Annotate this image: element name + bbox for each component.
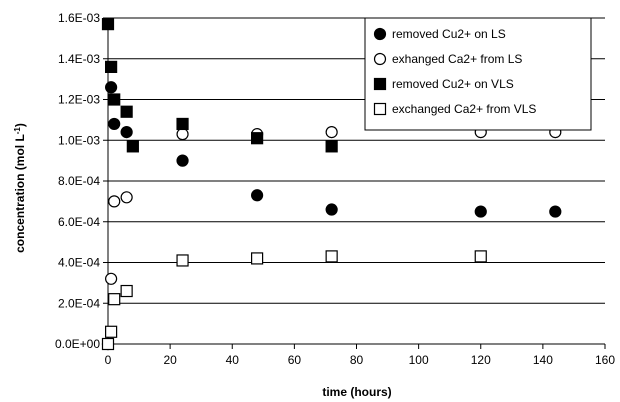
series-4-point-6 <box>325 250 338 263</box>
series-4-point-1 <box>105 325 118 338</box>
x-tick-label-7: 140 <box>533 353 553 367</box>
legend-label-4: exchanged Ca2+ from VLS <box>392 102 536 116</box>
y-axis-title-close: ) <box>13 123 27 127</box>
series-4-point-2 <box>108 293 121 306</box>
series-3-point-2 <box>108 93 121 106</box>
legend-items: removed Cu2+ on LS exhanged Ca2+ from LS r… <box>373 27 536 116</box>
legend-label-3: removed Cu2+ on VLS <box>392 77 514 91</box>
series-1-point-6 <box>325 203 338 216</box>
series-4-point-4 <box>176 254 189 267</box>
series-1-point-8 <box>549 205 562 218</box>
y-ticks: 0.0E+00 2.0E-04 4.0E-04 6.0E-04 8.0E-04 1.0E-… <box>55 11 108 351</box>
legend-label-2: exhanged Ca2+ from LS <box>392 52 522 66</box>
series-1-point-3 <box>120 126 133 139</box>
y-tick-label-5: 1.0E-03 <box>58 133 100 147</box>
x-tick-label-5: 100 <box>409 353 429 367</box>
series-2-point-6 <box>325 126 338 139</box>
y-axis-title-sup: -1 <box>13 127 22 135</box>
series-1-point-7 <box>474 205 487 218</box>
x-tick-label-0: 0 <box>105 353 112 367</box>
legend-label-1: removed Cu2+ on LS <box>392 27 506 41</box>
series-1-point-4 <box>176 154 189 167</box>
series-2-point-3 <box>120 191 133 204</box>
series-1-point-2 <box>108 117 121 131</box>
series-3-point-3 <box>120 105 133 118</box>
series-2-point-4 <box>176 128 189 141</box>
legend-marker-1 <box>373 27 387 41</box>
series-4-point-3 <box>120 284 133 298</box>
y-tick-label-4: 8.0E-04 <box>58 174 100 188</box>
legend-marker-2 <box>373 52 387 66</box>
legend-marker-4 <box>373 102 387 116</box>
series-3-point-0 <box>101 18 115 31</box>
series-3-point-1 <box>105 60 118 74</box>
x-tick-label-3: 60 <box>288 353 302 367</box>
series-4-point-0 <box>101 337 115 351</box>
y-tick-label-2: 4.0E-04 <box>58 256 100 270</box>
series-1-point-5 <box>251 189 264 202</box>
y-tick-label-8: 1.6E-03 <box>58 11 100 25</box>
legend-box <box>364 17 592 131</box>
series-3-point-4 <box>126 140 139 153</box>
series-2-point-2 <box>108 195 121 208</box>
series-4-point-5 <box>251 252 264 265</box>
series-4-point-7 <box>474 250 487 263</box>
x-tick-label-2: 40 <box>226 353 240 367</box>
series-2-point-1 <box>105 272 118 285</box>
series-3-point-7 <box>325 140 338 153</box>
y-tick-label-6: 1.2E-03 <box>58 93 100 107</box>
x-ticks: 0 20 40 60 80 100 120 140 160 <box>105 344 615 367</box>
legend-marker-3 <box>373 77 387 91</box>
y-axis-title: concentration (mol L-1) <box>13 123 27 253</box>
series-4 <box>101 250 487 351</box>
series-3 <box>101 18 338 153</box>
series-3-point-5 <box>176 117 189 131</box>
x-tick-label-8: 160 <box>595 353 615 367</box>
y-tick-label-0: 0.0E+00 <box>55 337 100 351</box>
series-1-point-1 <box>105 81 118 94</box>
y-tick-label-7: 1.4E-03 <box>58 52 100 66</box>
legend: removed Cu2+ on LS exhanged Ca2+ from LS r… <box>364 17 592 131</box>
x-tick-label-6: 120 <box>471 353 491 367</box>
x-tick-label-4: 80 <box>350 353 364 367</box>
series-3-point-6 <box>251 132 264 145</box>
x-tick-label-1: 20 <box>163 353 177 367</box>
y-axis-title-main: concentration (mol L <box>13 134 27 253</box>
y-tick-label-1: 2.0E-04 <box>58 296 100 310</box>
y-tick-label-3: 6.0E-04 <box>58 215 100 229</box>
x-axis-title: time (hours) <box>322 385 391 399</box>
data-points <box>101 18 562 351</box>
